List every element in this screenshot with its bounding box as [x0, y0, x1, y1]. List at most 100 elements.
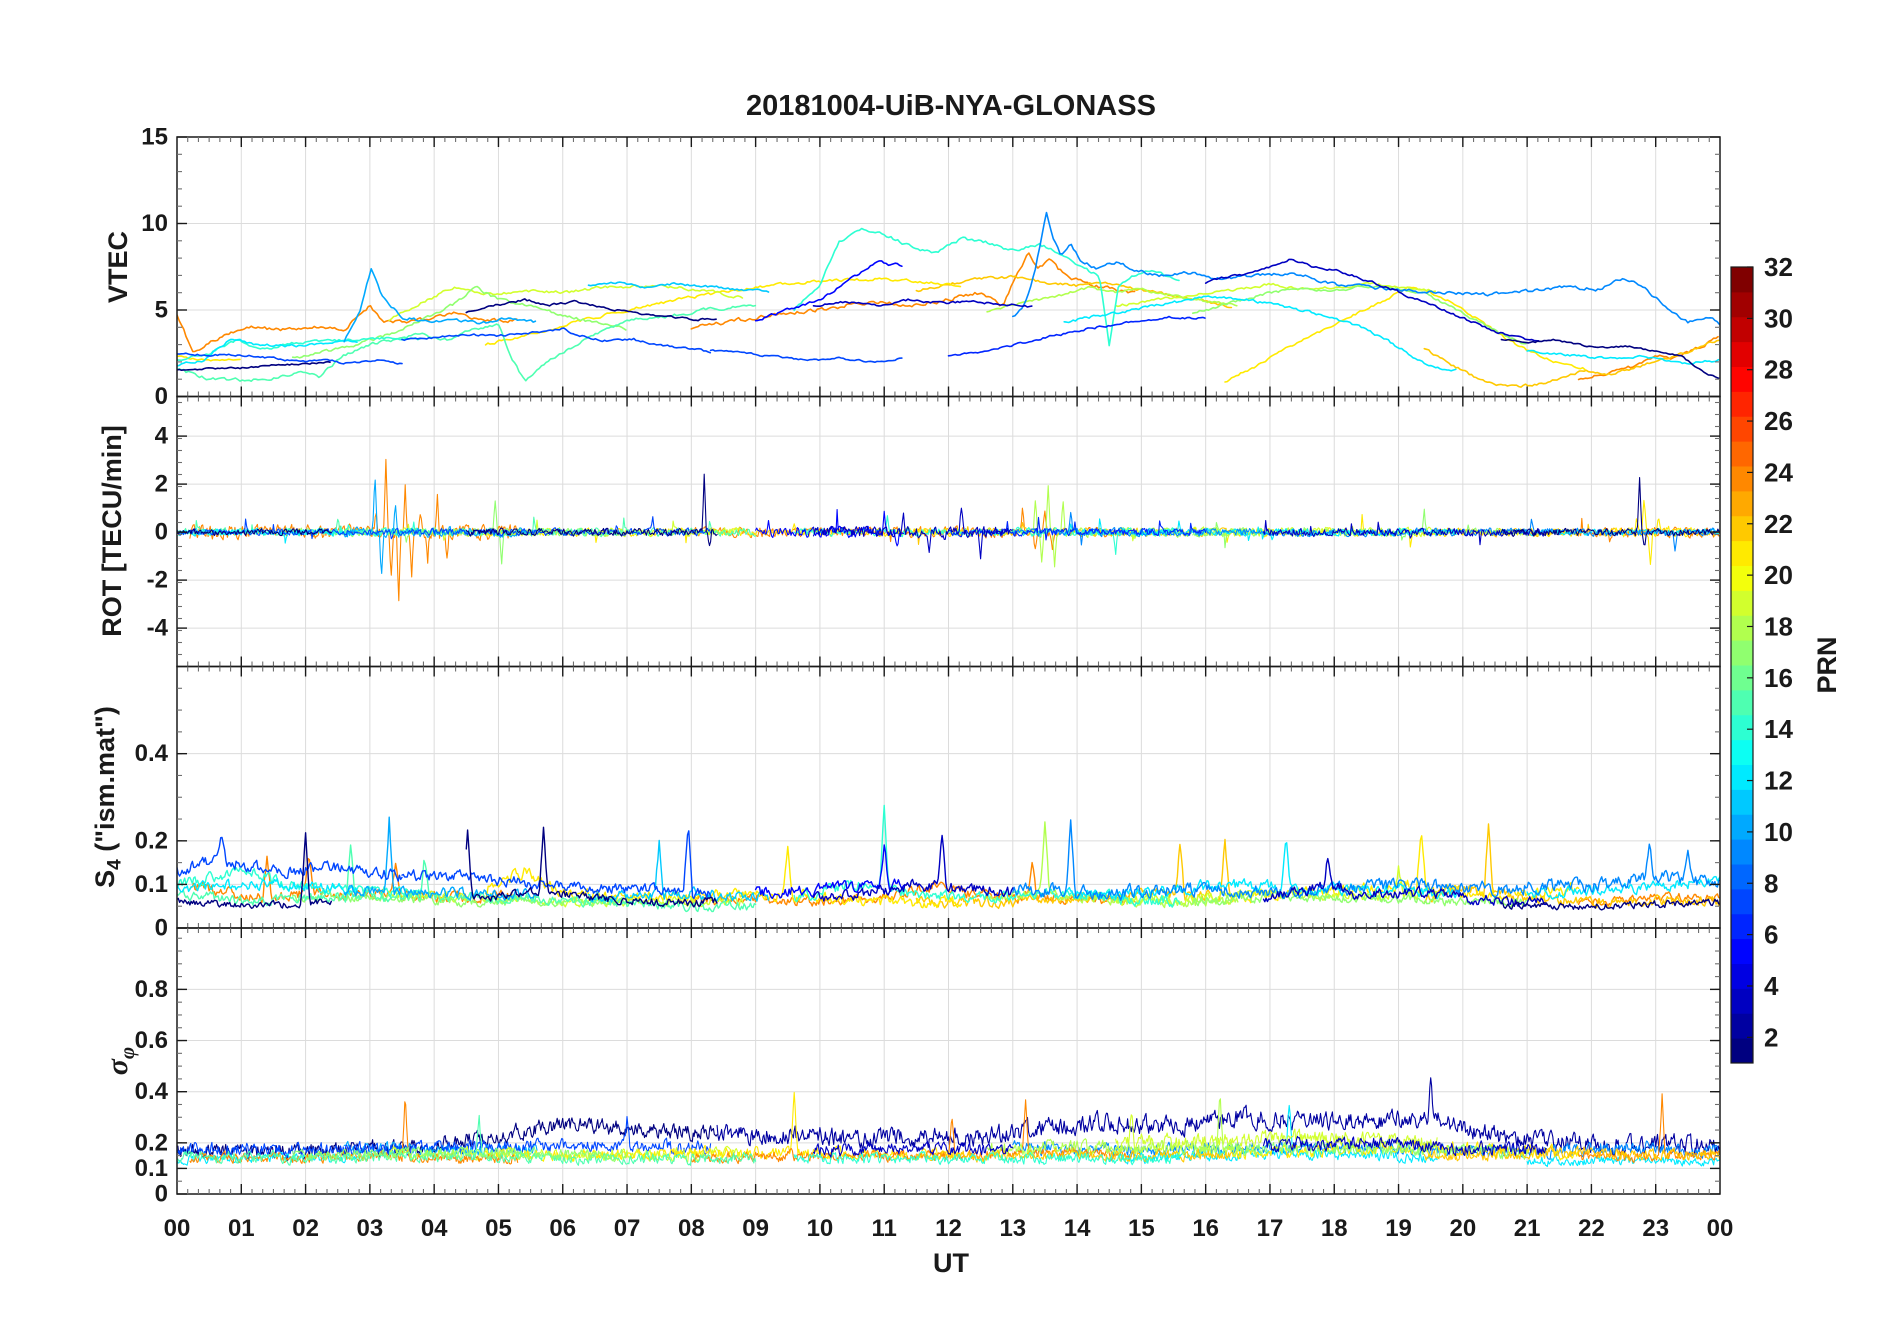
colorbar-block: [1731, 590, 1753, 616]
series-line-prn-10: [343, 816, 538, 901]
chart-title: 20181004-UiB-NYA-GLONASS: [746, 90, 1156, 122]
series-line-prn-24: [189, 855, 519, 904]
ticks-rot: -4 -2 0 2 4: [147, 396, 1720, 667]
colorbar-block: [1731, 640, 1753, 666]
series-line-prn-3: [812, 834, 1014, 902]
series-line-prn-3: [812, 1140, 1014, 1158]
series-line-prn-17: [292, 1146, 628, 1163]
series-line-prn-22: [1423, 339, 1720, 388]
series-line-prn-1: [177, 528, 332, 537]
series-line-prn-12: [1063, 295, 1457, 372]
series-line-prn-19: [388, 283, 744, 322]
colorbar-tick-label: 24: [1764, 457, 1793, 487]
series-line-prn-11: [587, 839, 770, 903]
colorbar-block: [1731, 391, 1753, 417]
colorbar-block: [1731, 988, 1753, 1014]
colorbar-tick-label: 32: [1764, 252, 1793, 282]
colorbar-block: [1731, 764, 1753, 790]
series-line-prn-1: [465, 826, 718, 908]
series-line-prn-18: [986, 285, 1238, 313]
series-line-prn-17: [1192, 285, 1527, 345]
colorbar-tick-label: 28: [1764, 355, 1793, 385]
series-line-prn-7: [177, 518, 403, 540]
series-line-prn-1: [177, 832, 332, 909]
panel-rot: -4 -2 0 2 4: [147, 395, 1721, 668]
colorbar-block: [1731, 689, 1753, 716]
series-line-prn-17: [1192, 1140, 1528, 1160]
x-tick-label: 17: [1257, 1215, 1284, 1242]
series-line-prn-22: [1423, 1145, 1720, 1162]
y-tick-label: 0.4: [135, 1078, 169, 1105]
x-axis-label: UT: [933, 1248, 969, 1278]
series-line-prn-11: [587, 281, 770, 293]
series-line-prn-21: [1610, 499, 1695, 566]
colorbar-block: [1731, 267, 1753, 293]
x-tick-label: 01: [228, 1215, 255, 1242]
series-line-prn-12: [1526, 1154, 1720, 1168]
colorbar-block: [1731, 366, 1753, 392]
y-tick-label: 2: [155, 471, 168, 498]
x-tick-label: 21: [1514, 1215, 1541, 1242]
colorbar-block: [1731, 1038, 1753, 1064]
series-line-prn-12: [177, 338, 358, 367]
series-line-prn-3: [812, 298, 1033, 308]
series-line-prn-24: [690, 252, 1136, 330]
series-s4: [177, 804, 1720, 913]
series-line-prn-9: [1012, 511, 1720, 552]
colorbar-tick-label: 8: [1764, 868, 1778, 898]
series-line-prn-1: [1500, 898, 1720, 911]
series-line-prn-14: [177, 521, 422, 537]
colorbar-tick-label: 14: [1764, 714, 1793, 744]
y-tick-label: 0.1: [135, 1155, 168, 1182]
series-line-prn-15: [177, 304, 757, 382]
series-line-prn-7: [177, 352, 403, 365]
colorbar-block: [1731, 814, 1753, 840]
x-tick-label: 14: [1064, 1215, 1091, 1242]
series-line-prn-17: [1192, 508, 1528, 549]
y-tick-label: 0.2: [135, 827, 168, 854]
colorbar-block: [1731, 466, 1753, 492]
colorbar-tick-label: 10: [1764, 817, 1793, 847]
series-line-prn-3: [1262, 857, 1548, 907]
x-tick-label: 22: [1578, 1215, 1605, 1242]
y-tick-label: -4: [147, 615, 169, 642]
series-line-prn-18: [986, 821, 1239, 909]
y-tick-label: 0: [155, 1181, 168, 1208]
colorbar-block: [1731, 565, 1753, 591]
colorbar-block: [1731, 963, 1753, 989]
x-tick-label: 09: [742, 1215, 769, 1242]
series-line-prn-1: [1500, 477, 1720, 546]
panel-s4: 0 0.1 0.2 0.4: [135, 665, 1721, 942]
y-tick-label: 0: [155, 383, 168, 410]
series-line-prn-19: [388, 1145, 744, 1163]
series-line-prn-3: [1262, 1135, 1547, 1157]
y-tick-label: 0: [155, 519, 168, 546]
colorbar-block: [1731, 341, 1753, 367]
x-tick-label: 02: [292, 1215, 319, 1242]
colorbar-block: [1731, 316, 1753, 343]
colorbar-block: [1731, 864, 1753, 890]
colorbar-block: [1731, 739, 1753, 765]
x-tick-label: 04: [421, 1215, 448, 1242]
x-tick-label: 07: [614, 1215, 641, 1242]
x-tick-label: 00: [1707, 1215, 1734, 1242]
x-tick-label: 03: [357, 1215, 384, 1242]
y-tick-label: 10: [141, 210, 168, 237]
series-line-prn-24: [1578, 1093, 1720, 1164]
y-tick-label: 0.1: [135, 871, 168, 898]
x-tick-label: 19: [1385, 1215, 1412, 1242]
x-tick-label: 20: [1449, 1215, 1476, 1242]
colorbar-tick-label: 2: [1764, 1022, 1778, 1052]
ticks-vtec: 0 5 10 15: [141, 124, 1720, 410]
colorbar-tick-label: 20: [1764, 560, 1793, 590]
colorbar-tick-label: 30: [1764, 303, 1793, 333]
colorbar-block: [1731, 291, 1753, 318]
series-line-prn-7: [401, 830, 712, 900]
colorbar-block: [1731, 789, 1753, 815]
grid-s4: [177, 666, 1720, 928]
colorbar-label: PRN: [1812, 636, 1842, 694]
x-tick-label: 18: [1321, 1215, 1348, 1242]
